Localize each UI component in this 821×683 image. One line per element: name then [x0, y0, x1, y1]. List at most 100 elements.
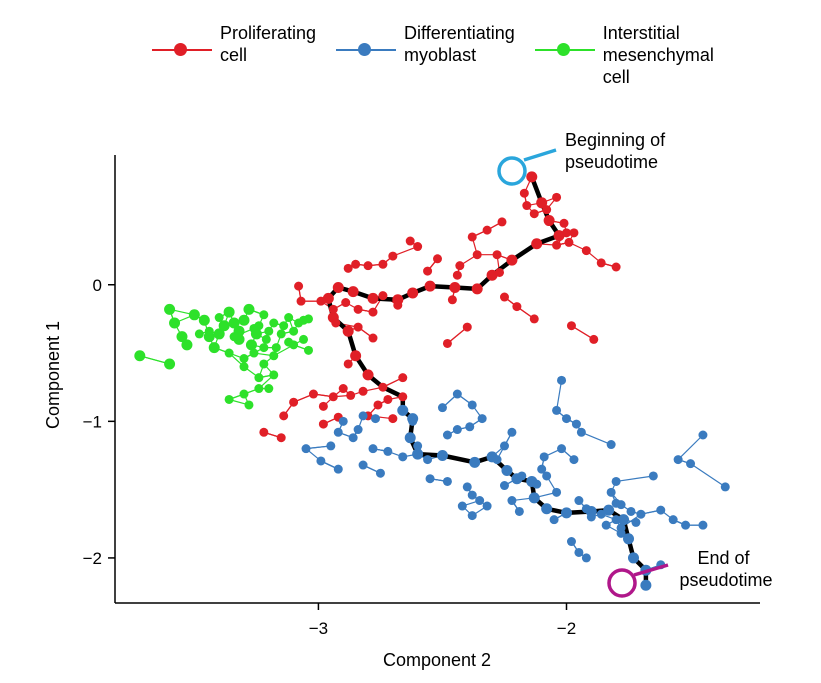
point-series-0: [482, 225, 492, 235]
point-series-1: [404, 432, 416, 444]
point-series-0: [536, 197, 548, 209]
point-series-0: [322, 292, 334, 304]
end-annotation-line-2: pseudotime: [679, 570, 772, 590]
point-series-1: [353, 425, 363, 435]
point-series-1: [457, 501, 467, 511]
point-series-2: [279, 321, 289, 331]
point-series-1: [383, 446, 393, 456]
point-series-1: [542, 471, 552, 481]
point-series-2: [239, 362, 249, 372]
point-series-2: [213, 328, 225, 340]
point-series-2: [204, 326, 214, 336]
point-series-1: [648, 471, 658, 481]
point-series-1: [574, 547, 584, 557]
point-series-2: [134, 350, 146, 362]
end-marker-pointer: [633, 563, 669, 577]
point-series-0: [407, 287, 419, 299]
point-series-2: [259, 310, 269, 320]
y-axis-title: Component 1: [43, 321, 63, 429]
point-series-0: [328, 392, 338, 402]
point-series-0: [259, 427, 269, 437]
legend-item-differentiating-myoblast: Differentiating myoblast: [334, 22, 515, 88]
legend-label: Proliferating cell: [220, 23, 317, 65]
end-annotation-label: End of pseudotime: [679, 548, 772, 590]
point-series-0: [472, 250, 482, 260]
point-series-2: [218, 320, 230, 332]
point-series-2: [239, 354, 249, 364]
point-series-1: [574, 496, 584, 506]
point-series-1: [616, 500, 626, 510]
point-series-0: [367, 292, 379, 304]
point-series-0: [531, 238, 543, 250]
point-series-1: [517, 471, 527, 481]
legend-dot: [556, 43, 570, 56]
x-tick-label: −3: [309, 619, 328, 638]
point-series-2: [214, 313, 224, 323]
point-series-2: [229, 332, 239, 342]
point-series-0: [552, 192, 562, 202]
point-series-2: [164, 358, 176, 370]
point-series-2: [238, 314, 250, 326]
point-series-1: [425, 474, 435, 484]
point-series-0: [316, 296, 326, 306]
point-series-1: [549, 515, 559, 525]
point-series-0: [398, 392, 408, 402]
point-series-0: [289, 397, 299, 407]
point-series-2: [269, 351, 279, 361]
point-series-1: [581, 504, 591, 514]
point-series-1: [462, 482, 472, 492]
point-series-0: [405, 236, 415, 246]
point-series-0: [442, 338, 452, 348]
point-series-2: [245, 339, 257, 351]
point-series-1: [640, 579, 652, 591]
point-series-2: [299, 334, 309, 344]
point-series-0: [543, 215, 555, 227]
edge-series-1: [677, 434, 704, 461]
point-series-0: [294, 281, 304, 291]
end-of-pseudotime-annotation: End of pseudotime: [607, 548, 773, 598]
point-series-2: [264, 384, 274, 394]
point-series-0: [353, 322, 363, 332]
point-series-1: [333, 464, 343, 474]
point-series-1: [442, 430, 452, 440]
point-series-1: [469, 456, 481, 468]
point-series-1: [316, 456, 326, 466]
point-series-1: [623, 533, 635, 545]
point-series-0: [506, 254, 518, 266]
point-series-1: [557, 444, 567, 454]
point-series-1: [333, 427, 343, 437]
point-series-1: [452, 389, 462, 399]
point-series-1: [631, 517, 641, 527]
point-series-0: [562, 228, 571, 238]
point-series-1: [569, 455, 579, 465]
point-series-2: [261, 334, 271, 344]
y-tick-label: −1: [83, 412, 102, 431]
point-series-0: [388, 414, 398, 424]
point-series-0: [350, 350, 362, 362]
point-series-2: [176, 331, 188, 343]
point-series-0: [342, 325, 354, 337]
point-series-1: [668, 515, 678, 525]
point-series-1: [348, 433, 358, 443]
point-series-1: [539, 452, 549, 462]
edge-series-1: [616, 475, 654, 483]
point-series-1: [537, 464, 547, 474]
point-series-1: [467, 400, 477, 410]
point-series-1: [514, 506, 524, 516]
point-series-1: [436, 449, 448, 461]
point-series-2: [188, 309, 200, 321]
pseudotime-trajectory-path: [326, 174, 649, 588]
point-series-0: [343, 263, 353, 273]
point-series-1: [552, 487, 562, 497]
point-series-1: [656, 505, 666, 515]
point-series-1: [465, 422, 475, 432]
point-series-2: [259, 359, 269, 369]
point-series-0: [566, 321, 576, 331]
point-series-1: [370, 414, 380, 424]
point-series-1: [412, 448, 424, 460]
point-series-1: [698, 520, 708, 530]
trajectory-line: [326, 174, 649, 588]
point-series-0: [596, 258, 606, 268]
point-series-2: [194, 329, 204, 339]
point-series-0: [346, 390, 356, 400]
